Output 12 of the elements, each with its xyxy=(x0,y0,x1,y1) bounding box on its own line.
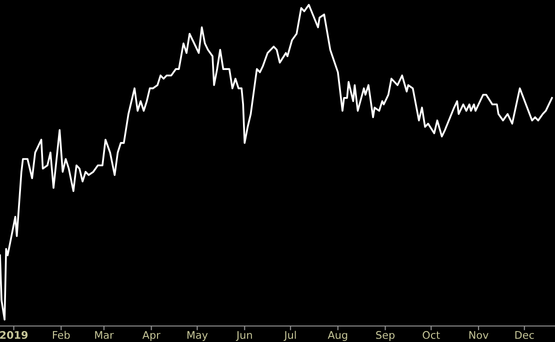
x-tick-label: Oct xyxy=(422,331,440,339)
x-tick-label: Mar xyxy=(95,331,114,339)
x-tick-label: Jul xyxy=(284,330,296,341)
x-tick-label: Apr xyxy=(142,331,160,341)
x-tick-label: Feb xyxy=(52,330,70,339)
x-tick-label: May xyxy=(187,331,208,341)
x-tick-label: Sep xyxy=(376,331,395,341)
x-tick-label: Jun xyxy=(236,331,252,341)
x-tick-label: 2019 xyxy=(0,331,28,339)
x-tick-label: Aug xyxy=(328,331,348,341)
x-tick-label: Dec xyxy=(515,331,534,339)
x-tick-label: Nov xyxy=(469,331,488,339)
